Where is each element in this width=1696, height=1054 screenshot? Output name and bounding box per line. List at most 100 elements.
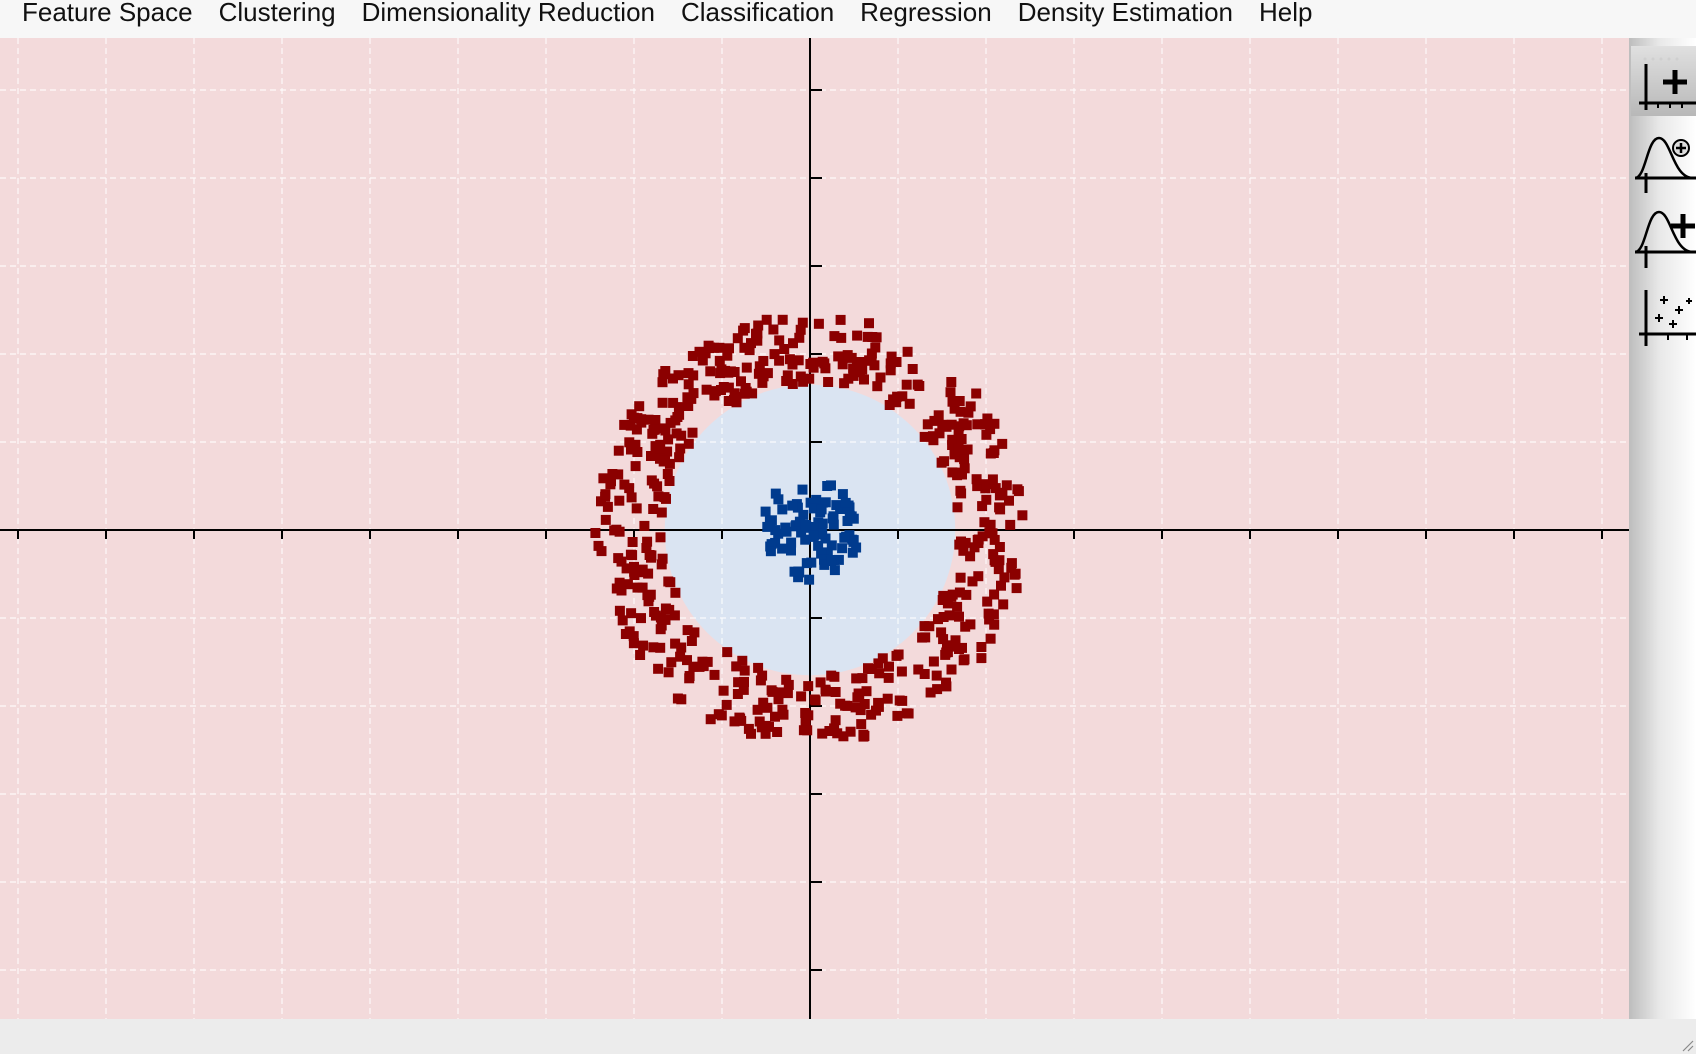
sample-point-class-inner [794, 516, 805, 527]
sample-point-class-outer [904, 398, 915, 409]
sample-point-class-outer [643, 568, 654, 579]
sample-point-class-outer [656, 423, 667, 434]
sample-point-class-outer [956, 446, 967, 457]
sample-point-class-outer [753, 320, 764, 331]
sample-point-class-outer [944, 610, 955, 621]
sample-point-class-outer [649, 424, 660, 435]
sample-point-class-outer [611, 524, 622, 535]
sample-point-class-outer [982, 413, 993, 424]
sample-point-class-outer [658, 369, 669, 380]
sample-point-class-outer [701, 384, 712, 395]
sample-point-class-inner [828, 519, 839, 530]
sample-point-class-inner [801, 558, 812, 569]
sample-point-class-outer [670, 587, 681, 598]
sample-point-class-outer [950, 635, 961, 646]
sample-point-class-outer [624, 437, 635, 448]
menu-regression[interactable]: Regression [860, 0, 992, 27]
sample-point-class-outer [835, 314, 846, 325]
sample-point-class-inner [766, 539, 777, 550]
sample-point-class-outer [646, 451, 656, 461]
sample-point-class-outer [675, 443, 686, 454]
menu-dimensionality-reduction[interactable]: Dimensionality Reduction [361, 0, 655, 27]
sample-point-class-outer [723, 396, 734, 406]
sample-point-class-outer [600, 514, 611, 525]
sample-point-class-outer [942, 647, 953, 658]
sample-point-class-outer [624, 626, 635, 637]
sample-point-class-outer [643, 414, 654, 425]
menu-help[interactable]: Help [1259, 0, 1313, 27]
sample-point-class-outer [631, 503, 642, 514]
sample-point-class-outer [823, 377, 834, 387]
sample-point-class-outer [855, 705, 866, 716]
sample-point-class-outer [838, 731, 849, 742]
sample-point-class-outer [936, 627, 947, 638]
sample-point-class-outer [813, 318, 824, 329]
menu-density-estimation[interactable]: Density Estimation [1017, 0, 1233, 27]
sample-point-class-outer [744, 345, 755, 356]
sample-point-class-outer [714, 355, 725, 366]
sample-point-class-outer [859, 374, 869, 385]
sample-point-class-outer [861, 686, 872, 697]
add-samples-tool[interactable] [1631, 46, 1696, 116]
gaussian-remove-tool[interactable] [1631, 126, 1696, 196]
scatter-spray-tool[interactable] [1631, 278, 1696, 348]
scatter-spray-icon [1639, 290, 1696, 346]
sample-point-class-outer [835, 698, 846, 709]
sample-point-class-outer [990, 556, 1001, 567]
sample-point-class-outer [741, 362, 752, 373]
sample-point-class-outer [901, 379, 912, 390]
sample-point-class-inner [839, 532, 850, 543]
sample-point-class-outer [673, 370, 684, 381]
sample-point-class-outer [753, 662, 764, 673]
sample-point-class-outer [850, 702, 861, 713]
sample-point-class-outer [716, 364, 727, 375]
sample-point-class-inner [793, 572, 804, 583]
sample-point-class-outer [626, 444, 636, 455]
sample-point-class-outer [949, 403, 960, 414]
sample-point-class-outer [963, 407, 974, 418]
feature-space-plot[interactable] [0, 38, 1629, 1019]
menu-clustering[interactable]: Clustering [218, 0, 336, 27]
sample-point-class-outer [947, 589, 958, 600]
sample-point-class-outer [902, 346, 913, 357]
sample-point-class-outer [955, 485, 966, 496]
sample-point-class-outer [723, 382, 734, 393]
sample-point-class-outer [981, 429, 992, 440]
sample-point-class-outer [762, 368, 773, 379]
sample-point-class-outer [810, 695, 821, 706]
sample-point-class-outer [993, 564, 1004, 575]
sample-point-class-outer [873, 701, 884, 712]
plot-canvas[interactable] [0, 38, 1629, 1019]
sample-point-class-inner [820, 533, 831, 544]
sample-point-class-outer [666, 657, 677, 668]
sample-point-class-outer [798, 376, 809, 387]
sample-point-class-outer [788, 338, 798, 349]
sample-point-class-outer [682, 625, 693, 636]
sample-point-class-outer [830, 687, 841, 697]
menu-classification[interactable]: Classification [681, 0, 835, 27]
sample-point-class-outer [660, 614, 671, 625]
sample-point-class-outer [946, 377, 957, 387]
sample-point-class-outer [724, 343, 734, 354]
sample-point-class-outer [987, 474, 998, 485]
resize-grip-icon[interactable] [1680, 1038, 1694, 1052]
sample-point-class-outer [999, 572, 1010, 583]
sample-point-class-outer [884, 661, 894, 672]
sample-point-class-outer [989, 418, 1000, 429]
menu-feature-space[interactable]: Feature Space [22, 0, 193, 27]
sample-point-class-outer [684, 671, 695, 681]
sample-point-class-outer [596, 546, 607, 557]
gaussian-add-tool[interactable] [1631, 202, 1696, 272]
sample-point-class-inner [805, 497, 816, 508]
sample-point-class-outer [722, 647, 733, 658]
sample-point-class-outer [676, 430, 687, 441]
sample-point-class-inner [840, 497, 851, 508]
sample-point-class-outer [952, 601, 963, 612]
add-samples-icon [1639, 57, 1696, 110]
sample-point-class-inner [817, 518, 828, 529]
sample-point-class-outer [954, 611, 964, 622]
sample-point-class-inner [796, 527, 807, 538]
sample-point-class-inner [770, 525, 781, 536]
sample-point-class-outer [657, 377, 668, 388]
sample-point-class-inner [848, 536, 859, 547]
